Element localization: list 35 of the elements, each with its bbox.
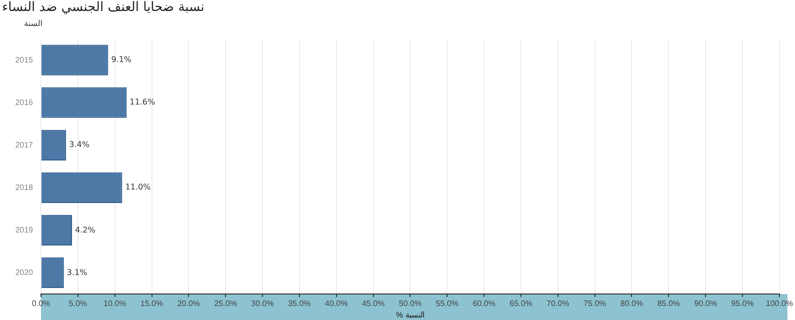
- y-tick-label: 2015: [15, 55, 34, 64]
- data-label: 9.1%: [111, 55, 132, 64]
- chart-title: نسبة ضحايا العنف الجنسي ضد النساء: [2, 0, 204, 15]
- x-tick-label: 50.0%: [398, 299, 422, 308]
- x-tick-label: 35.0%: [288, 299, 311, 308]
- data-label: 11.6%: [130, 98, 156, 107]
- y-tick-label: 2017: [15, 140, 34, 150]
- x-tick-label: 75.0%: [583, 299, 606, 308]
- y-tick-label: 2018: [15, 182, 34, 192]
- x-tick-label: 5.0%: [68, 299, 88, 308]
- x-tick-label: 10.0%: [104, 299, 126, 308]
- x-tick-label: 40.0%: [325, 299, 348, 308]
- x-tick-label: 60.0%: [472, 299, 496, 308]
- x-tick-label: 90.0%: [694, 299, 717, 308]
- x-tick-label: 80.0%: [620, 299, 644, 308]
- data-label: 3.4%: [69, 140, 90, 150]
- x-tick-label: 20.0%: [177, 299, 200, 308]
- x-tick-label: 25.0%: [214, 299, 237, 308]
- x-tick-label: 95.0%: [731, 299, 754, 308]
- data-label: 4.2%: [75, 225, 96, 234]
- y-tick-label: 2016: [15, 98, 34, 107]
- y-axis-title: السنة: [24, 19, 42, 28]
- y-tick-label: 2020: [15, 268, 34, 277]
- x-tick-label: 45.0%: [362, 299, 385, 308]
- x-tick-label: 85.0%: [657, 299, 680, 308]
- x-tick-label: 55.0%: [436, 299, 458, 308]
- x-tick-label: 30.0%: [251, 299, 274, 308]
- y-tick-label: 2019: [15, 225, 34, 234]
- x-tick-label: 0.0%: [32, 299, 50, 308]
- data-label: 11.0%: [125, 182, 152, 192]
- x-tick-label: 70.0%: [546, 299, 570, 308]
- data-label: 3.1%: [66, 268, 88, 277]
- x-tick-label: 65.0%: [510, 299, 532, 308]
- x-tick-label: 15.0%: [140, 299, 164, 308]
- x-axis-title: % النسبة: [396, 310, 424, 320]
